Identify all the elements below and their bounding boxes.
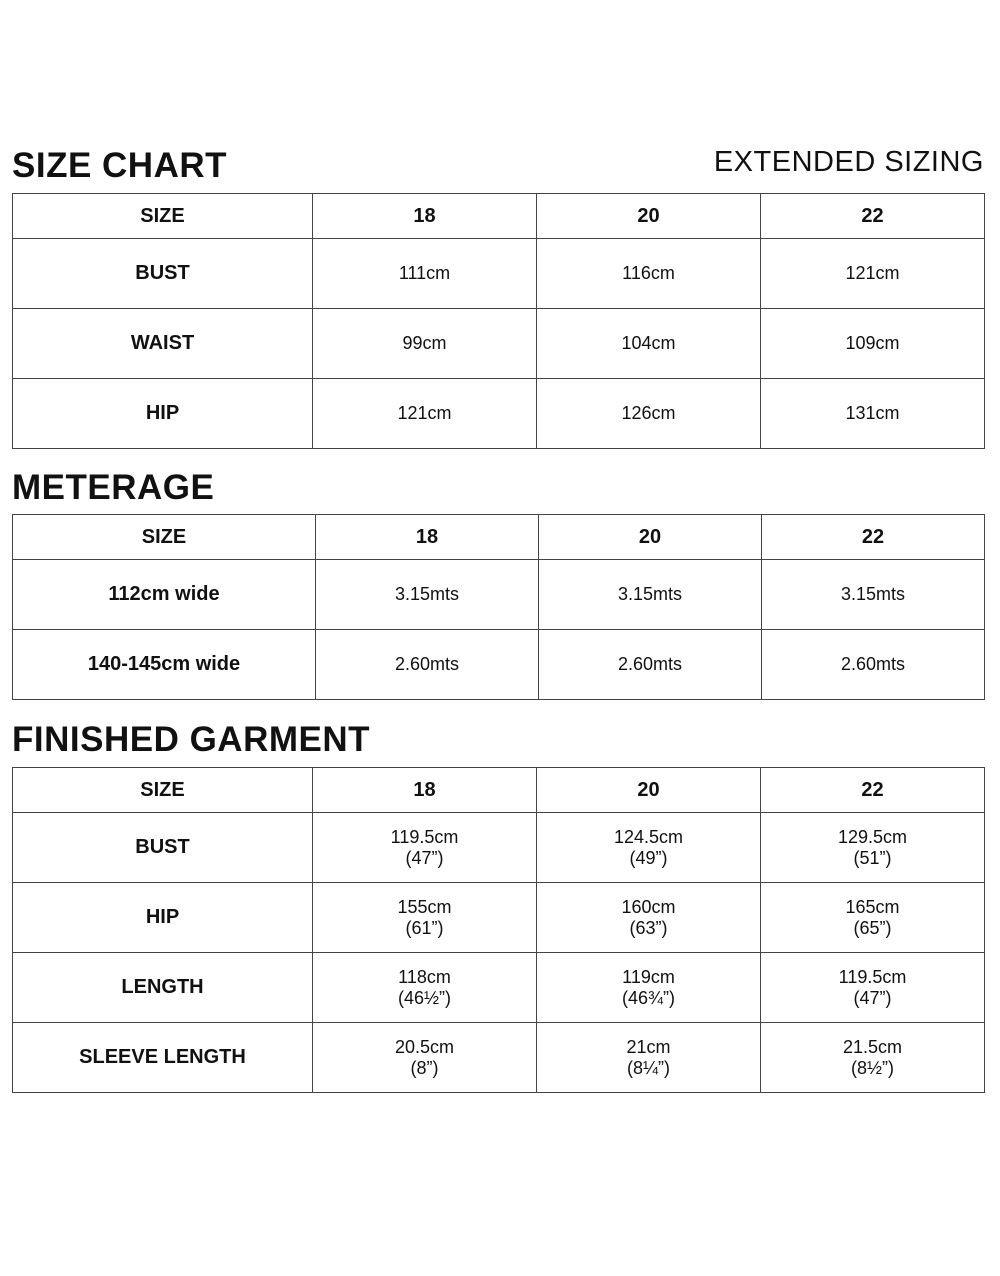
value-cell: 3.15mts [538, 559, 762, 630]
header-cell: 22 [761, 514, 985, 560]
value-cell: 20.5cm (8”) [312, 1022, 537, 1093]
inch-value: (46½”) [397, 987, 451, 1008]
inch-value: (8½”) [850, 1057, 894, 1078]
header-cell: 20 [536, 193, 761, 239]
finished-garment-table: SIZE 18 20 22 BUST 119.5cm (47”) 124.5cm(… [12, 767, 985, 1093]
header-cell: SIZE [12, 193, 313, 239]
header-cell: 18 [315, 514, 539, 560]
cm-value: 20.5cm [394, 1036, 455, 1057]
header-cell: SIZE [12, 767, 313, 813]
value-cell: 21cm (8¼”) [536, 1022, 761, 1093]
inch-value: (65”) [853, 917, 892, 938]
row-label: HIP [12, 378, 313, 449]
value-cell: 124.5cm (49”) [536, 812, 761, 883]
cm-value: 21cm [626, 1036, 671, 1057]
row-label: 112cm wide [12, 559, 316, 630]
value-cell: 126cm [536, 378, 761, 449]
value-cell: 160cm (63”) [536, 882, 761, 953]
row-label: LENGTH [12, 952, 313, 1023]
inch-value: (61”) [405, 917, 444, 938]
inch-value: (8¼”) [626, 1057, 670, 1078]
value-cell: 119.5cm (47”) [760, 952, 985, 1023]
table-row: LENGTH 118cm (46½”) 119cm (46¾”) 119.5cm (4… [12, 952, 985, 1023]
cm-value: 119cm [622, 966, 675, 987]
value-cell: 99cm [312, 308, 537, 379]
cm-value: 21.5cm [842, 1036, 903, 1057]
table-header-row: SIZE 18 20 22 [12, 514, 985, 560]
value-cell: 129.5cm (51”) [760, 812, 985, 883]
value-cell: 131cm [760, 378, 985, 449]
value-cell: 3.15mts [315, 559, 539, 630]
extended-sizing-label: EXTENDED SIZING [713, 146, 984, 178]
value-cell: 3.15mts [761, 559, 985, 630]
inch-value: (47”) [853, 987, 892, 1008]
table-row: BUST 119.5cm (47”) 124.5cm (49”) 129.5cm (5… [12, 812, 985, 883]
value-cell: 111cm [312, 238, 537, 309]
cm-value: 124.5cm [613, 826, 684, 847]
size-chart-title: SIZE CHART [12, 146, 227, 185]
cm-value: 118cm [398, 966, 451, 987]
row-label: BUST [12, 812, 313, 883]
value-cell: 2.60mts [315, 629, 539, 700]
cm-value: 119.5cm [390, 826, 459, 847]
meterage-title: METERAGE [12, 468, 215, 507]
value-cell: 21.5cm (8½”) [760, 1022, 985, 1093]
header-cell: 18 [312, 193, 537, 239]
size-chart-table: SIZE 18 20 22 BUST 111cm 116cm 121cm WAI… [12, 193, 985, 449]
row-label: 140-145cm wide [12, 629, 316, 700]
table-row: 112cm wide 3.15mts 3.15mts 3.15mts [12, 559, 985, 630]
value-cell: 155cm (61”) [312, 882, 537, 953]
table-header-row: SIZE 18 20 22 [12, 193, 985, 239]
row-label: BUST [12, 238, 313, 309]
table-row: HIP 121cm 126cm 131cm [12, 378, 985, 449]
value-cell: 116cm [536, 238, 761, 309]
header-cell: 20 [538, 514, 762, 560]
finished-garment-title: FINISHED GARMENT [12, 720, 370, 759]
value-cell: 118cm (46½”) [312, 952, 537, 1023]
table-row: SLEEVE LENGTH 20.5cm (8”) 21cm (8¼”) 21.5c… [12, 1022, 985, 1093]
table-row: BUST 111cm 116cm 121cm [12, 238, 985, 309]
value-cell: 104cm [536, 308, 761, 379]
inch-value: (8”) [410, 1057, 439, 1078]
row-label: WAIST [12, 308, 313, 379]
inch-value: (63”) [629, 917, 668, 938]
value-cell: 121cm [312, 378, 537, 449]
cm-value: 155cm [397, 896, 452, 917]
table-row: 140-145cm wide 2.60mts 2.60mts 2.60mts [12, 629, 985, 700]
value-cell: 109cm [760, 308, 985, 379]
value-cell: 119.5cm (47”) [312, 812, 537, 883]
table-row: HIP 155cm (61”) 160cm (63”) 165cm (65”) [12, 882, 985, 953]
inch-value: (49”) [629, 847, 668, 868]
table-header-row: SIZE 18 20 22 [12, 767, 985, 813]
inch-value: (46¾”) [621, 987, 675, 1008]
table-row: WAIST 99cm 104cm 109cm [12, 308, 985, 379]
value-cell: 2.60mts [538, 629, 762, 700]
header-cell: 20 [536, 767, 761, 813]
meterage-table: SIZE 18 20 22 112cm wide 3.15mts 3.15mts… [12, 514, 985, 700]
cm-value: 165cm [845, 896, 900, 917]
header-cell: SIZE [12, 514, 316, 560]
inch-value: (47”) [405, 847, 444, 868]
value-cell: 2.60mts [761, 629, 985, 700]
cm-value: 160cm [621, 896, 676, 917]
header-cell: 18 [312, 767, 537, 813]
header-cell: 22 [760, 193, 985, 239]
cm-value: 129.5cm [837, 826, 908, 847]
cm-value: 119.5cm [838, 966, 907, 987]
row-label: SLEEVE LENGTH [12, 1022, 313, 1093]
header-cell: 22 [760, 767, 985, 813]
value-cell: 119cm (46¾”) [536, 952, 761, 1023]
value-cell: 165cm (65”) [760, 882, 985, 953]
inch-value: (51”) [853, 847, 892, 868]
value-cell: 121cm [760, 238, 985, 309]
row-label: HIP [12, 882, 313, 953]
